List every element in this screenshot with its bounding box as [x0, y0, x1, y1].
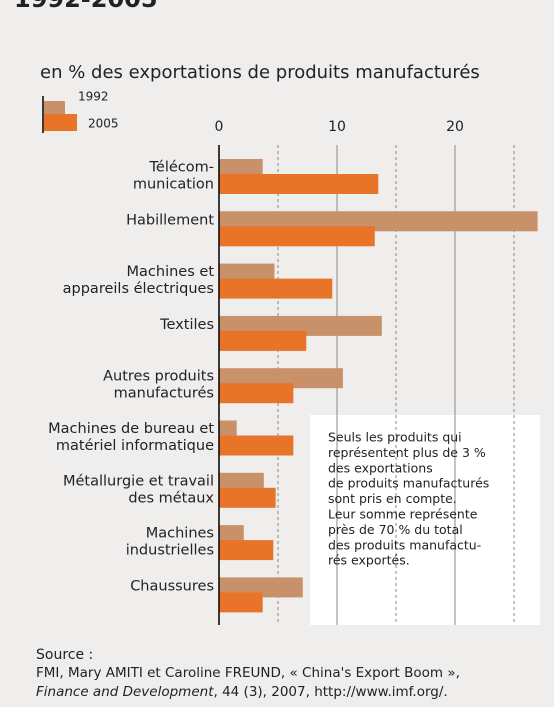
- legend-swatch: [44, 114, 77, 131]
- bar: [219, 592, 263, 613]
- bar: [219, 330, 307, 351]
- legend-label: 2005: [88, 117, 119, 131]
- bar: [219, 226, 375, 247]
- category-label: industrielles: [126, 543, 214, 559]
- bar: [219, 174, 379, 194]
- x-tick-label: 0: [215, 119, 224, 135]
- source-journal: Finance and Development: [36, 684, 214, 700]
- note-line: de produits manufacturés: [328, 476, 489, 491]
- bar: [219, 487, 276, 508]
- note-line: sont pris en compte.: [328, 491, 457, 506]
- source-rest: , 44 (3), 2007, http://www.imf.org/.: [214, 684, 448, 700]
- note-box: [310, 415, 540, 625]
- note-line: Leur somme représente: [328, 507, 478, 522]
- note-line: près de 70 % du total: [328, 522, 463, 537]
- category-label: Machines de bureau et: [48, 421, 214, 437]
- note-line: des exportations: [328, 460, 433, 475]
- category-label: Machines et: [127, 264, 215, 280]
- x-tick-label: 10: [328, 119, 346, 135]
- category-label: munication: [133, 177, 214, 193]
- category-label: Télécom-: [149, 160, 214, 176]
- category-label: Machines: [146, 526, 214, 542]
- source-line: Finance and Development, 44 (3), 2007, h…: [36, 684, 448, 700]
- category-label: Textiles: [159, 317, 214, 333]
- chart-title: 1992-2005: [14, 0, 158, 13]
- category-label: Métallurgie et travail: [63, 473, 214, 489]
- category-label: des métaux: [128, 490, 214, 506]
- bar: [219, 383, 294, 404]
- legend-label: 1992: [78, 90, 109, 104]
- bar: [219, 435, 294, 456]
- source-label: Source :: [36, 647, 93, 663]
- category-label: manufacturés: [114, 386, 214, 402]
- note-line: Seuls les produits qui: [328, 430, 462, 445]
- category-label: Chaussures: [130, 578, 214, 594]
- bar: [219, 278, 333, 299]
- category-label: appareils électriques: [63, 281, 214, 297]
- legend-swatch: [44, 101, 65, 114]
- source-line: FMI, Mary AMITI et Caroline FREUND, « Ch…: [36, 665, 460, 681]
- note-line: représentent plus de 3 %: [328, 445, 486, 460]
- note-line: des produits manufactu-: [328, 537, 481, 552]
- subtitle: en % des exportations de produits manufa…: [40, 62, 480, 83]
- note-line: rés exportés.: [328, 553, 410, 568]
- category-label: matériel informatique: [56, 438, 214, 454]
- category-label: Habillement: [126, 212, 214, 228]
- category-label: Autres produits: [103, 369, 214, 385]
- bar: [219, 540, 274, 561]
- x-tick-label: 20: [446, 119, 464, 135]
